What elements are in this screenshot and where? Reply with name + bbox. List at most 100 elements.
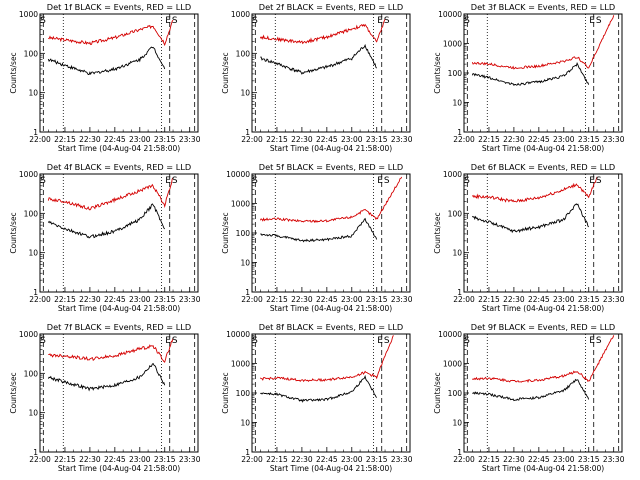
lld-rate-line — [47, 177, 174, 211]
y-tick-label: 100 — [236, 229, 251, 238]
start-marker-s: S — [40, 176, 46, 186]
end-marker-e: E — [165, 176, 171, 186]
lld-rate-line — [471, 15, 615, 70]
end-marker-e: E — [589, 16, 595, 26]
start-marker-s: S — [596, 176, 602, 186]
x-tick-label: 23:00 — [341, 295, 363, 304]
start-marker-s: S — [172, 176, 178, 186]
y-tick-label: 1000 — [231, 360, 250, 369]
plot-frame — [251, 173, 411, 293]
y-tick-label: 1000 — [443, 170, 462, 179]
start-marker-s: S — [464, 336, 470, 346]
y-axis-label: Counts/sec — [9, 212, 18, 253]
y-tick-label: 10 — [452, 99, 462, 108]
y-tick-label: 1 — [33, 448, 38, 457]
x-tick-label: 23:00 — [129, 135, 151, 144]
x-tick-label: 22:30 — [503, 135, 525, 144]
y-tick-label: 100 — [236, 389, 251, 398]
x-tick-label: 22:45 — [316, 295, 338, 304]
x-tick-label: 22:45 — [104, 455, 126, 464]
y-tick-label: 100 — [448, 209, 463, 218]
events-rate-line — [471, 61, 590, 87]
x-tick-label: 23:00 — [341, 135, 363, 144]
x-tick-label: 22:00 — [241, 455, 263, 464]
x-tick-label: 23:00 — [341, 455, 363, 464]
x-tick-label: 22:00 — [29, 135, 51, 144]
x-tick-label: 22:45 — [528, 135, 550, 144]
y-tick-label: 100 — [448, 389, 463, 398]
events-rate-line — [471, 203, 590, 234]
x-tick-label: 22:00 — [241, 135, 263, 144]
x-tick-label: 22:30 — [503, 295, 525, 304]
y-axis-label: Counts/sec — [9, 372, 18, 413]
end-marker-e: E — [377, 336, 383, 346]
x-tick-label: 23:30 — [179, 455, 201, 464]
chart-title: Det 6f BLACK = Events, RED = LLD — [471, 162, 615, 172]
x-tick-label: 22:15 — [478, 295, 500, 304]
x-tick-label: 22:15 — [54, 295, 76, 304]
x-tick-label: 22:45 — [316, 135, 338, 144]
x-tick-label: 22:15 — [266, 455, 288, 464]
end-marker-e: E — [377, 16, 383, 26]
x-tick-label: 22:45 — [104, 295, 126, 304]
chart-panel-9: Det 9f BLACK = Events, RED = LLD 1 10 100 10… — [433, 322, 625, 473]
y-tick-label: 1000 — [19, 10, 38, 19]
x-tick-label: 22:45 — [316, 455, 338, 464]
events-rate-line — [47, 46, 166, 76]
x-tick-label: 23:30 — [603, 135, 625, 144]
chart-title: Det 3f BLACK = Events, RED = LLD — [471, 2, 615, 12]
x-tick-label: 23:30 — [391, 135, 413, 144]
x-tick-label: 23:15 — [578, 295, 600, 304]
y-tick-label: 1 — [33, 128, 38, 137]
x-tick-label: 23:30 — [391, 455, 413, 464]
y-tick-label: 10000 — [438, 10, 462, 19]
start-marker-s: S — [252, 336, 258, 346]
start-marker-s: S — [596, 16, 602, 26]
y-tick-label: 10 — [452, 419, 462, 428]
y-tick-label: 1 — [33, 288, 38, 297]
start-marker-s: S — [172, 336, 178, 346]
lld-rate-line — [48, 337, 174, 363]
y-tick-label: 1 — [457, 288, 462, 297]
x-tick-label: 23:30 — [603, 455, 625, 464]
x-tick-label: 23:30 — [391, 295, 413, 304]
y-tick-label: 10000 — [226, 170, 250, 179]
events-rate-line — [47, 203, 166, 239]
plot-frame — [39, 173, 199, 293]
y-tick-label: 100 — [24, 49, 39, 58]
x-axis-label: Start Time (04-Aug-04 21:58:00) — [482, 144, 604, 153]
x-tick-label: 22:15 — [478, 135, 500, 144]
chart-panel-6: Det 6f BLACK = Events, RED = LLD 1 10 100 10… — [433, 162, 625, 313]
start-marker-s: S — [384, 336, 390, 346]
plot-frame — [251, 13, 411, 133]
x-tick-label: 22:30 — [291, 135, 313, 144]
x-tick-label: 22:30 — [79, 295, 101, 304]
x-tick-label: 22:45 — [528, 455, 550, 464]
start-marker-s: S — [384, 176, 390, 186]
x-axis-label: Start Time (04-Aug-04 21:58:00) — [482, 304, 604, 313]
plot-frame — [463, 333, 623, 453]
x-tick-label: 22:45 — [104, 135, 126, 144]
x-axis-label: Start Time (04-Aug-04 21:58:00) — [58, 144, 180, 153]
x-tick-label: 23:00 — [553, 295, 575, 304]
x-tick-label: 23:30 — [179, 295, 201, 304]
x-tick-label: 23:15 — [366, 455, 388, 464]
x-axis-label: Start Time (04-Aug-04 21:58:00) — [482, 464, 604, 473]
y-tick-label: 1000 — [231, 10, 250, 19]
y-tick-label: 10 — [240, 259, 250, 268]
x-tick-label: 22:15 — [478, 455, 500, 464]
x-tick-label: 22:15 — [54, 135, 76, 144]
chart-title: Det 2f BLACK = Events, RED = LLD — [259, 2, 403, 12]
x-tick-label: 22:45 — [528, 295, 550, 304]
events-rate-line — [472, 378, 590, 402]
lld-rate-line — [471, 335, 615, 383]
y-axis-label: Counts/sec — [433, 52, 442, 93]
x-tick-label: 22:30 — [291, 455, 313, 464]
start-marker-s: S — [172, 16, 178, 26]
x-tick-label: 22:15 — [266, 135, 288, 144]
y-tick-label: 1 — [245, 448, 250, 457]
y-tick-label: 10 — [28, 249, 38, 258]
y-tick-label: 1 — [245, 288, 250, 297]
lld-rate-line — [259, 176, 403, 224]
start-marker-s: S — [40, 16, 46, 26]
